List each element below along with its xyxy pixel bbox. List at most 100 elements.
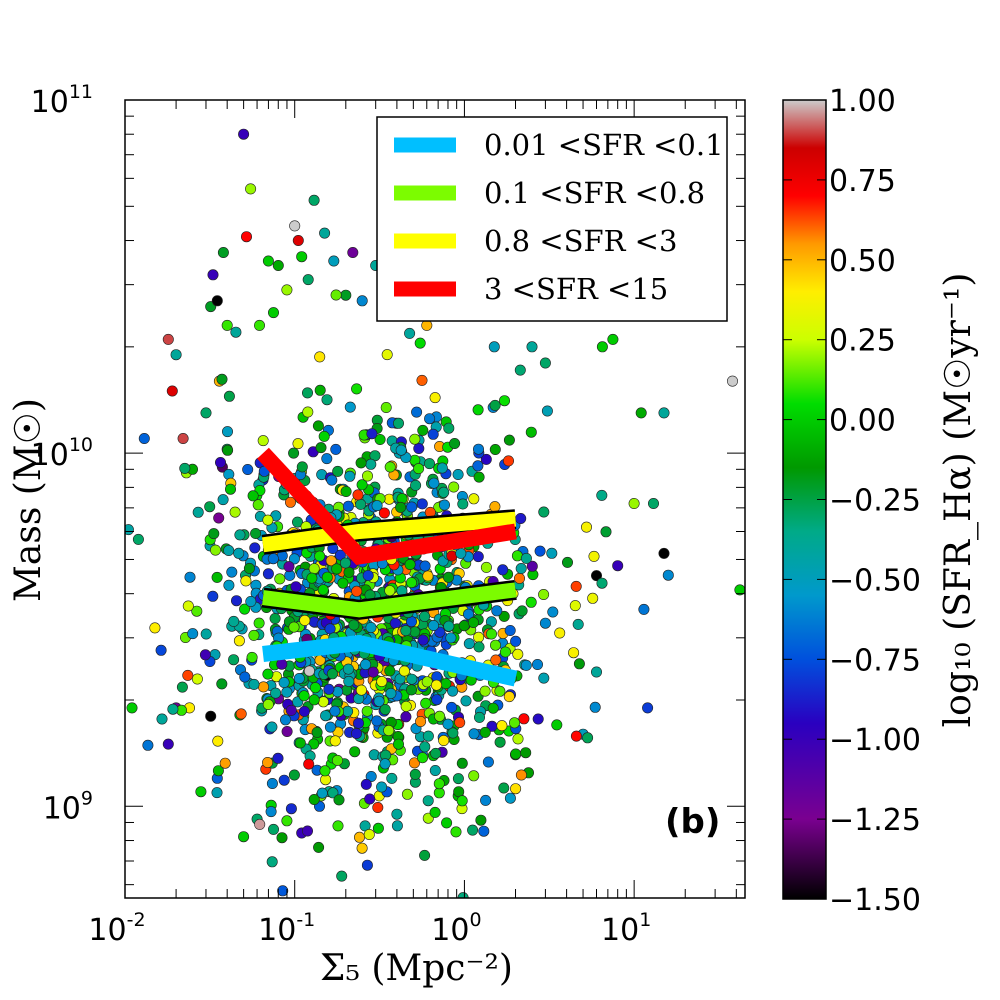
scatter-point <box>351 383 363 395</box>
scatter-point <box>248 678 260 690</box>
scatter-point <box>415 715 427 727</box>
tick-label: 1010 <box>31 434 93 473</box>
scatter-point <box>248 629 260 641</box>
scatter-point <box>551 719 563 731</box>
colorbar-tick-label: −1.00 <box>829 723 921 758</box>
scatter-point <box>257 681 269 693</box>
scatter-point <box>431 694 443 706</box>
scatter-point <box>292 235 304 247</box>
scatter-point <box>212 765 224 777</box>
tick-label: 109 <box>43 787 93 826</box>
scatter-point <box>192 506 204 518</box>
scatter-point <box>319 227 331 239</box>
scatter-point <box>472 551 484 563</box>
scatter-point <box>266 721 278 733</box>
scatter-point <box>182 669 194 681</box>
tick-label: 10-2 <box>88 909 145 948</box>
scatter-point <box>361 859 373 871</box>
scatter-point <box>199 649 211 661</box>
scatter-point <box>361 470 373 482</box>
scatter-point <box>590 570 602 582</box>
scatter-point <box>321 571 333 583</box>
scatter-point <box>347 247 359 259</box>
scatter-point <box>246 651 258 663</box>
scatter-point <box>416 752 428 764</box>
scatter-point <box>513 572 525 584</box>
scatter-point <box>340 485 352 497</box>
scatter-point <box>515 769 527 781</box>
scatter-point <box>223 579 235 591</box>
scatter-point <box>352 489 364 501</box>
scatter-point <box>356 295 368 307</box>
scatter-point <box>247 490 259 502</box>
scatter-point <box>276 832 288 844</box>
scatter-point <box>596 341 608 353</box>
scatter-point <box>498 395 510 407</box>
scatter-point <box>303 665 315 677</box>
scatter-point <box>360 778 372 790</box>
scatter-point <box>478 825 490 837</box>
scatter-point <box>457 498 469 510</box>
scatter-point <box>204 501 216 513</box>
scatter-point <box>520 659 532 671</box>
scatter-point <box>352 717 364 729</box>
series-line <box>261 511 517 553</box>
scatter-point <box>284 496 296 508</box>
scatter-point <box>330 443 342 455</box>
scatter-point <box>219 757 231 769</box>
scatter-point <box>580 521 592 533</box>
y-axis-label: Mass (M☉) <box>8 398 49 602</box>
scatter-point <box>572 618 584 630</box>
scatter-point <box>503 434 515 446</box>
scatter-point <box>570 580 582 592</box>
scatter-point <box>490 654 502 666</box>
scatter-point <box>343 566 355 578</box>
scatter-point <box>278 676 290 688</box>
scatter-point <box>333 794 345 806</box>
scatter-point <box>518 713 530 725</box>
scatter-point <box>239 671 251 683</box>
scatter-point <box>311 726 323 738</box>
scatter-point <box>445 632 457 644</box>
scatter-point <box>635 407 647 419</box>
colorbar-tick-label: 0.50 <box>829 244 896 279</box>
scatter-point <box>434 626 446 638</box>
scatter-point <box>491 605 503 617</box>
scatter-point <box>456 795 468 807</box>
scatter-point <box>421 676 433 688</box>
scatter-point <box>438 486 450 498</box>
scatter-point <box>428 477 440 489</box>
scatter-point <box>167 703 179 715</box>
scatter-point <box>475 814 487 826</box>
axis-ticks: 10-2 10-1 100 101 109 1010 1011 <box>31 81 745 948</box>
scatter-point <box>228 615 240 627</box>
scatter-point <box>452 468 464 480</box>
scatter-point <box>503 691 515 703</box>
scatter-point <box>222 444 234 456</box>
scatter-point <box>411 406 423 418</box>
scatter-point <box>525 426 537 438</box>
scatter-point <box>216 373 228 385</box>
scatter-point <box>404 558 416 570</box>
scatter-point <box>429 806 441 818</box>
scatter-point <box>223 468 235 480</box>
scatter-point <box>361 705 373 717</box>
scatter-point <box>515 562 527 574</box>
scatter-point <box>316 787 328 799</box>
scatter-point <box>498 610 510 622</box>
scatter-point <box>385 687 397 699</box>
scatter-point <box>460 695 472 707</box>
scatter-point <box>269 612 281 624</box>
scatter-point <box>254 319 266 331</box>
scatter-point <box>449 437 461 449</box>
scatter-point <box>317 584 329 596</box>
scatter-point <box>320 710 332 722</box>
scatter-point <box>392 417 404 429</box>
scatter-point <box>265 806 277 818</box>
scatter-point <box>405 684 417 696</box>
scatter-point <box>296 251 308 263</box>
scatter-point <box>212 735 224 747</box>
scatter-point <box>365 458 377 470</box>
scatter-point <box>309 682 321 694</box>
